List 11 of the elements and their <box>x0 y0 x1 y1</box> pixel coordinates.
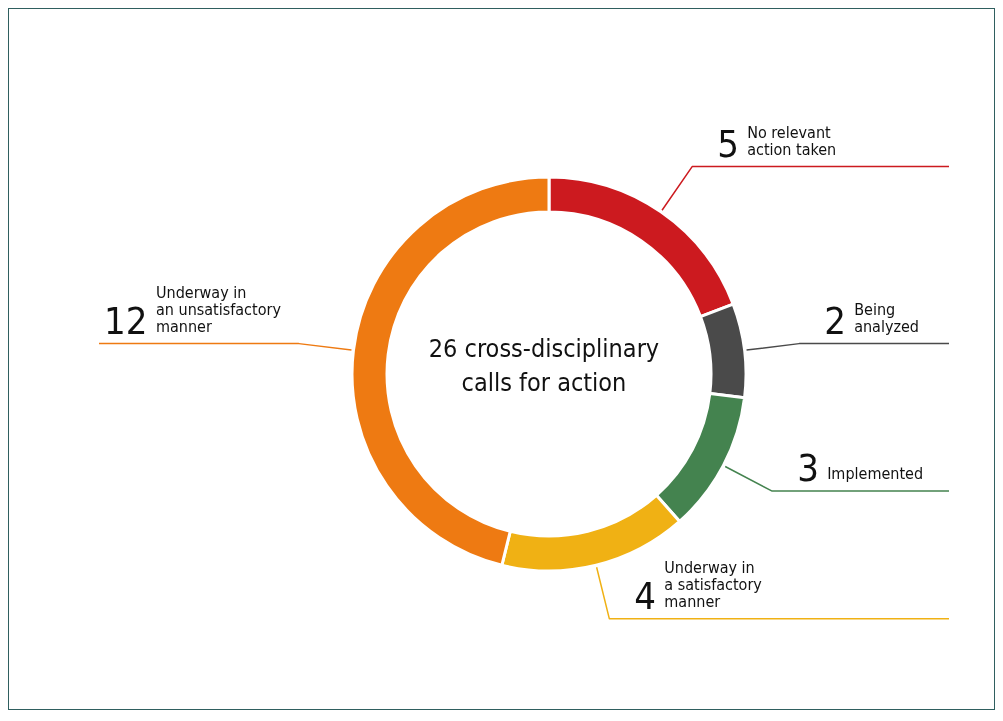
slice-label: Underway in an unsatisfactory manner <box>156 282 282 336</box>
slice-label: Underway in a satisfactory manner <box>664 557 763 611</box>
data-label: 4 <box>634 573 657 618</box>
text: 26 cross-disciplinary calls for action <box>428 334 660 397</box>
data-label: 12 <box>104 298 148 343</box>
slice-label: Implemented <box>827 464 924 484</box>
data-label: 3 <box>797 446 819 491</box>
slice-label: No relevant action taken <box>747 122 837 159</box>
data-label: 5 <box>717 121 739 166</box>
data-label: 2 <box>824 298 846 343</box>
slice-label: Being analyzed <box>854 299 920 336</box>
